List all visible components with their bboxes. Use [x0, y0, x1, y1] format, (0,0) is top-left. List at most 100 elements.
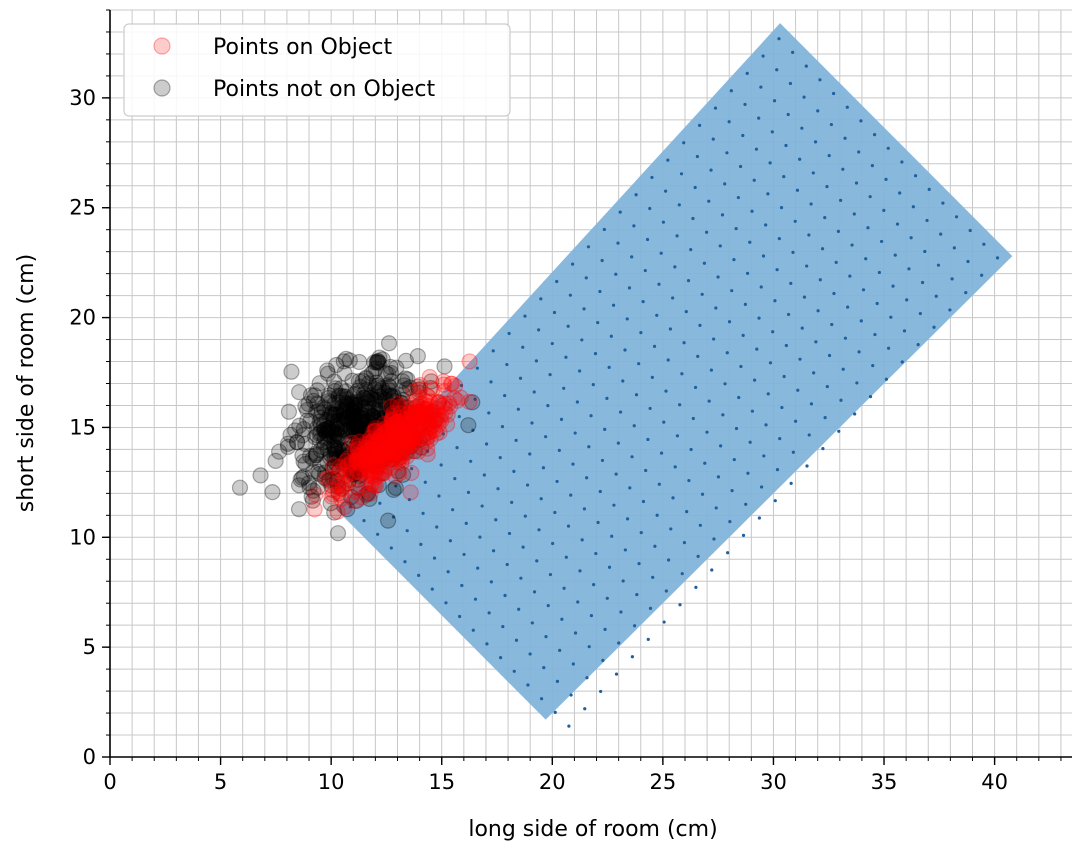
object-grid-dot — [778, 436, 782, 441]
scatter-point — [367, 477, 384, 494]
scatter-point — [464, 394, 481, 411]
object-grid-dot — [535, 559, 539, 563]
object-grid-dot — [546, 603, 550, 608]
scatter-point — [413, 396, 430, 413]
object-grid-dot — [736, 195, 740, 200]
scatter-point — [358, 369, 375, 386]
object-grid-dot — [791, 50, 795, 55]
scatter-point — [327, 442, 345, 459]
scatter-point — [320, 420, 337, 437]
object-grid-dot — [887, 346, 891, 350]
scatter-point — [357, 417, 374, 434]
scatter-point — [384, 422, 402, 439]
scatter-point — [344, 372, 361, 389]
object-grid-dot — [391, 515, 396, 519]
scatter-point — [399, 405, 416, 422]
scatter-point — [392, 410, 410, 427]
scatter-point — [421, 368, 438, 386]
scatter-point — [366, 443, 383, 460]
scatter-point — [428, 425, 445, 442]
scatter-point — [299, 401, 316, 419]
object-grid-dot — [551, 541, 555, 546]
scatter-point — [431, 410, 448, 427]
scatter-point — [415, 430, 433, 447]
scatter-point — [280, 403, 298, 420]
scatter-point — [383, 373, 400, 390]
scatter-point — [399, 411, 417, 428]
scatter-point — [316, 434, 333, 451]
scatter-point — [403, 429, 420, 446]
object-grid-dot — [934, 294, 938, 298]
scatter-point — [331, 428, 348, 445]
scatter-point — [405, 383, 422, 400]
scatter-point — [357, 424, 375, 441]
scatter-point — [363, 431, 380, 449]
scatter-point — [371, 451, 388, 468]
scatter-point — [372, 395, 389, 413]
x-tick-label: 15 — [428, 770, 455, 794]
scatter-point — [360, 414, 378, 431]
scatter-point — [380, 437, 397, 454]
scatter-point — [415, 396, 433, 413]
object-grid-dot — [713, 106, 718, 110]
scatter-point — [386, 439, 403, 456]
scatter-point — [360, 375, 377, 392]
scatter-point — [335, 449, 352, 466]
scatter-point — [406, 429, 423, 447]
y-tick-label: 30 — [69, 86, 96, 110]
object-grid-dot — [786, 112, 790, 117]
scatter-point — [323, 488, 340, 505]
scatter-point — [366, 433, 384, 450]
scatter-point — [339, 501, 356, 518]
scatter-point — [356, 411, 374, 428]
legend-box — [123, 23, 511, 117]
scatter-point — [279, 438, 297, 455]
scatter-point — [399, 409, 417, 426]
scatter-point — [331, 420, 348, 437]
scatter-point — [362, 441, 380, 458]
scatter-point — [380, 428, 397, 445]
object-grid-dot — [616, 441, 620, 445]
scatter-point — [424, 422, 442, 439]
legend-marker — [153, 37, 171, 55]
scatter-point — [376, 434, 393, 451]
scatter-point — [389, 436, 406, 453]
x-tick-label: 40 — [981, 770, 1008, 794]
y-tick-label: 20 — [69, 306, 96, 330]
scatter-point — [355, 389, 372, 406]
scatter-point — [339, 412, 356, 429]
scatter-point — [367, 438, 384, 455]
scatter-point — [324, 460, 341, 477]
scatter-point — [394, 430, 412, 448]
scatter-point — [384, 407, 402, 425]
object-grid-dot — [591, 383, 595, 387]
object-grid-dot — [637, 562, 641, 566]
scatter-point — [360, 438, 378, 455]
scatter-point — [355, 447, 372, 464]
scatter-point — [378, 436, 395, 453]
object-grid-dot — [714, 506, 718, 510]
scatter-point — [390, 425, 407, 443]
object-grid-dot — [682, 141, 686, 145]
object-grid-dot — [709, 368, 714, 372]
scatter-point — [374, 351, 391, 368]
object-grid-dot — [562, 586, 566, 590]
object-grid-dot — [729, 89, 733, 93]
scatter-point — [311, 413, 328, 430]
object-grid-dot — [519, 576, 523, 580]
scatter-point — [377, 391, 394, 408]
scatter-point — [461, 393, 478, 410]
scatter-point — [418, 406, 435, 423]
object-grid-dot — [832, 91, 836, 96]
object-grid-dot — [648, 406, 652, 411]
scatter-point — [322, 438, 339, 455]
object-grid-dot — [711, 137, 715, 141]
object-grid-dot — [598, 289, 602, 294]
scatter-point — [409, 347, 426, 365]
scatter-point — [384, 429, 401, 446]
scatter-point — [351, 467, 368, 485]
object-grid-dot — [832, 291, 836, 296]
scatter-point — [423, 403, 440, 420]
scatter-point — [419, 419, 436, 436]
object-grid-dot — [723, 382, 727, 386]
